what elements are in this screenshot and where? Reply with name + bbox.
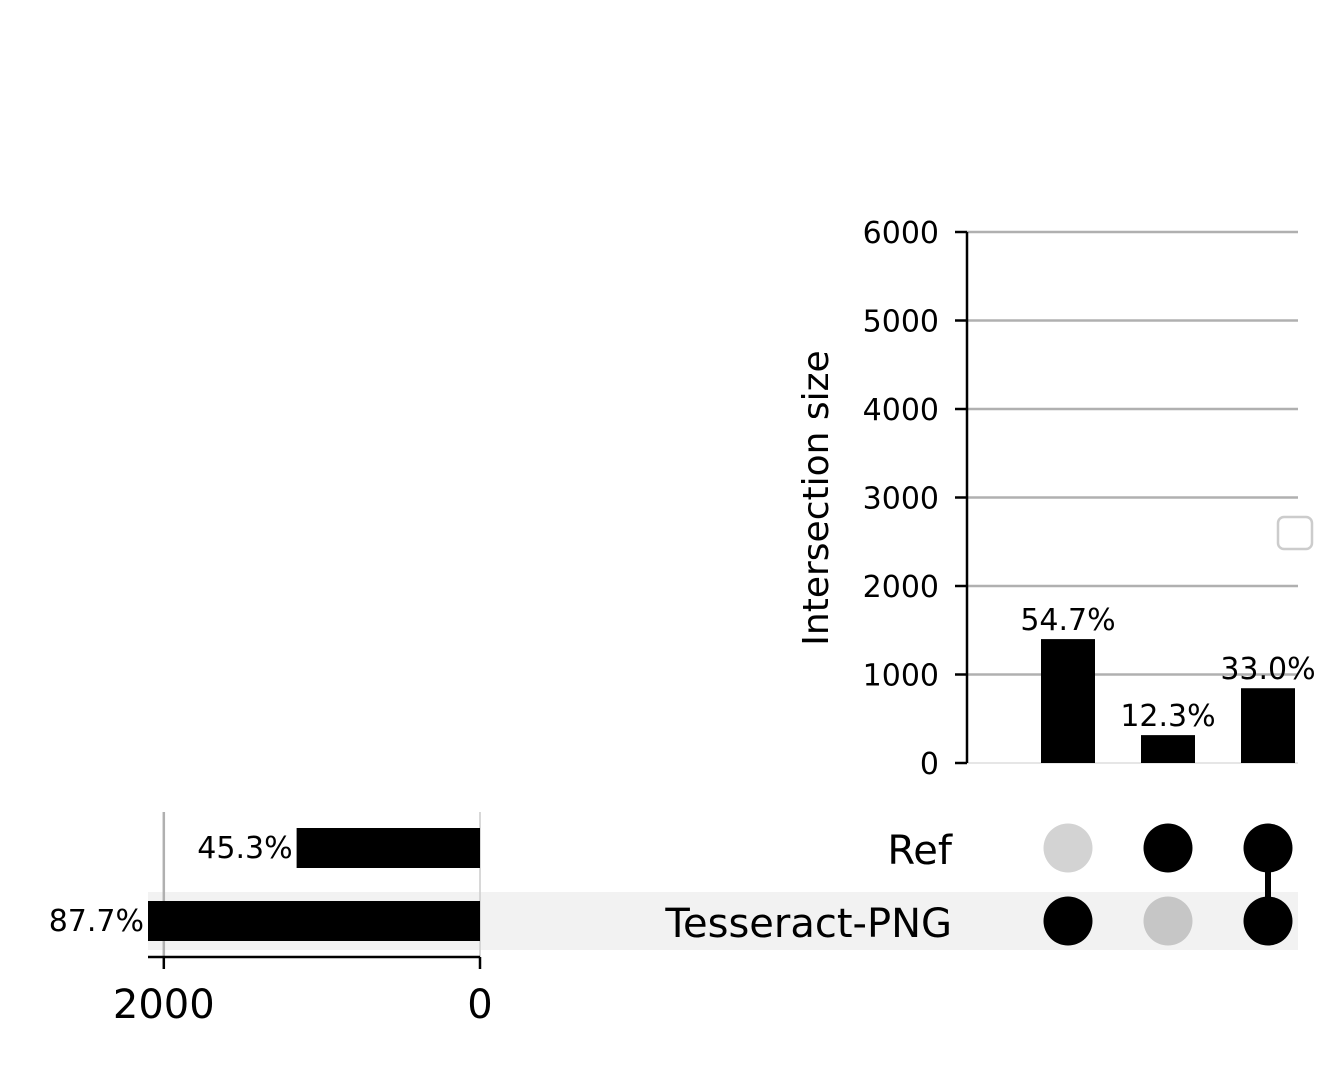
y-tick-label: 5000 [863, 305, 939, 340]
matrix-dot-active [1243, 823, 1293, 873]
set-size-bars [148, 828, 480, 941]
set-size-labels: 45.3% 87.7% [49, 831, 293, 939]
matrix-dot-active [1243, 896, 1293, 946]
intersection-bars [1041, 639, 1295, 763]
set-size-bar [296, 828, 480, 868]
y-tick-label: 4000 [863, 393, 939, 428]
y-tick-label: 6000 [863, 216, 939, 251]
set-size-percent-label: 87.7% [49, 904, 144, 939]
intersection-bar [1041, 639, 1095, 763]
y-tick-label: 0 [920, 747, 939, 782]
matrix-dot-active [1043, 896, 1093, 946]
x-tick-label: 0 [467, 982, 492, 1028]
y-tick-label: 3000 [863, 482, 939, 517]
intersection-percent-label: 12.3% [1120, 699, 1215, 734]
intersection-labels: 54.7% 12.3%33.0% [1020, 603, 1315, 734]
set-size-panel: 45.3% 87.7% 2000 0 [49, 812, 493, 1028]
y-tick-label: 2000 [863, 570, 939, 605]
matrix-dot-inactive [1043, 823, 1093, 873]
set-label: Ref [887, 828, 953, 874]
intersection-bar [1241, 688, 1295, 763]
intersection-size-panel: 54.7% 12.3%33.0% 0 1000 2000 3000 4000 5000 600… [796, 216, 1316, 782]
y-tick-label: 1000 [863, 659, 939, 694]
membership-matrix: Ref Tesseract-PNG [664, 823, 1293, 947]
intersection-percent-label: 54.7% [1020, 603, 1115, 638]
matrix-dots [1043, 823, 1293, 946]
set-labels: Ref Tesseract-PNG [664, 828, 953, 947]
x-tick-label: 2000 [113, 982, 215, 1028]
matrix-dot-active [1143, 823, 1193, 873]
intersection-bar [1141, 735, 1195, 763]
matrix-dot-inactive [1143, 896, 1193, 946]
set-size-axis-ticks: 2000 0 [113, 957, 493, 1028]
set-size-bar [148, 901, 480, 941]
intersection-percent-label: 33.0% [1220, 652, 1315, 687]
y-axis-ticks: 0 1000 2000 3000 4000 5000 6000 [863, 216, 967, 782]
y-axis-label: Intersection size [796, 350, 837, 645]
set-size-percent-label: 45.3% [197, 831, 292, 866]
set-label: Tesseract-PNG [664, 901, 952, 947]
legend-box [1276, 515, 1314, 551]
